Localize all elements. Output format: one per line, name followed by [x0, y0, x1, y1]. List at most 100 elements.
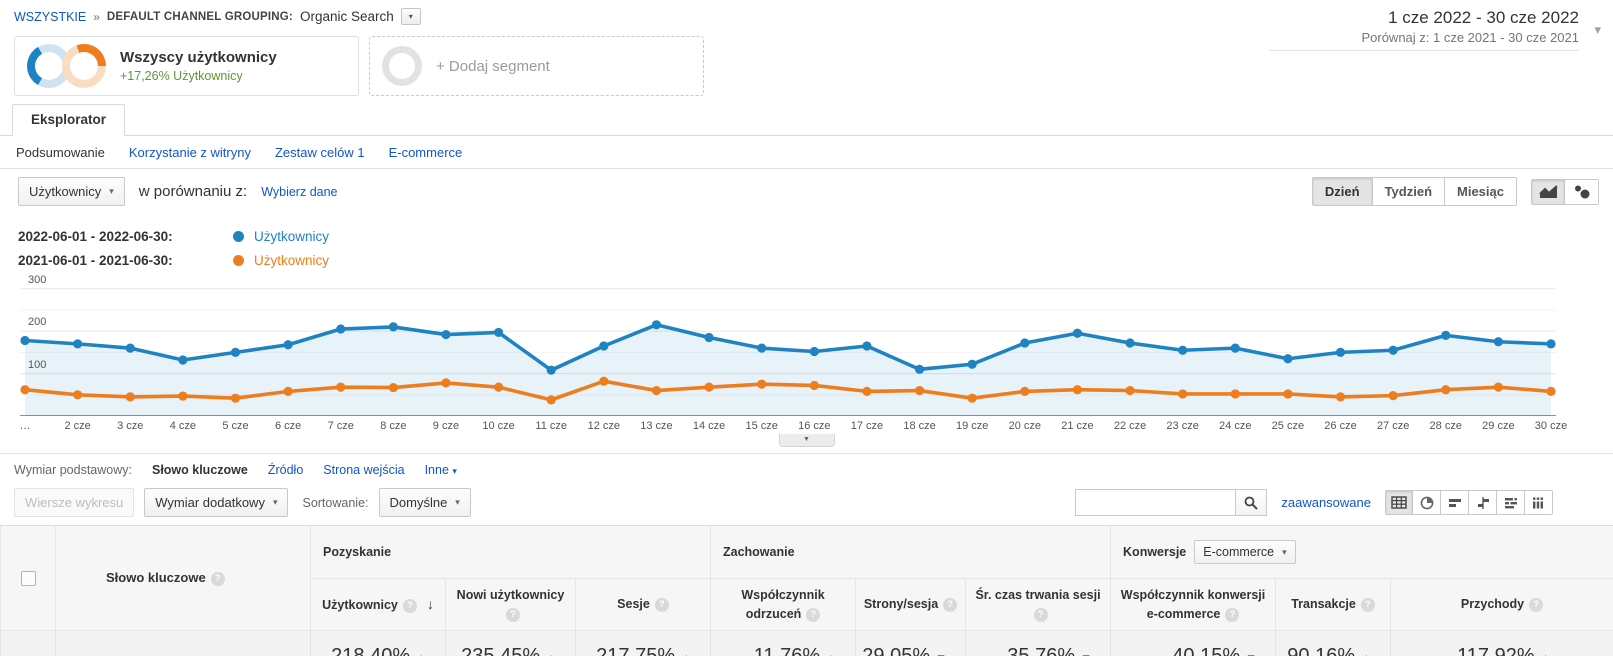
data-point[interactable]: [1125, 385, 1135, 396]
term-cloud-view-button[interactable]: [1497, 490, 1525, 515]
col-header-nowi-uzytkownicy[interactable]: Nowi użytkownicy?: [445, 578, 576, 631]
date-range-caret-icon[interactable]: ▾: [1594, 22, 1601, 37]
percentage-view-button[interactable]: [1413, 490, 1441, 515]
date-range-selector[interactable]: 1 cze 2022 - 30 cze 2022 Porównaj z: 1 c…: [1269, 8, 1579, 51]
line-chart-view-button[interactable]: [1531, 178, 1565, 205]
help-icon[interactable]: ?: [506, 607, 520, 622]
select-data-link[interactable]: Wybierz dane: [261, 184, 338, 199]
data-point[interactable]: [546, 365, 556, 375]
help-icon[interactable]: ?: [943, 598, 958, 613]
secondary-dimension-dropdown[interactable]: Wymiar dodatkowy ▾: [144, 488, 289, 517]
dimension-inne-dropdown[interactable]: Inne ▾: [425, 463, 457, 477]
subtab-zestaw-celow[interactable]: Zestaw celów 1: [274, 144, 365, 160]
col-header-wspolczynnik-konwersji[interactable]: Współczynnik konwersji e-commerce?: [1110, 578, 1277, 631]
data-point[interactable]: [1230, 389, 1240, 399]
col-header-wspolczynnik-odrzucen[interactable]: Współczynnik odrzuceń?: [710, 578, 856, 631]
data-point[interactable]: [178, 355, 188, 365]
data-point[interactable]: [1230, 343, 1240, 353]
data-point[interactable]: [493, 382, 504, 392]
help-icon[interactable]: ?: [210, 572, 225, 586]
select-all-checkbox[interactable]: [20, 570, 36, 586]
help-icon[interactable]: ?: [1360, 598, 1375, 613]
data-point[interactable]: [967, 393, 977, 403]
comparison-view-button[interactable]: [1469, 490, 1497, 515]
dimension-zrodlo[interactable]: Źródło: [267, 463, 304, 477]
metric-selector-dropdown[interactable]: Użytkownicy ▾: [18, 177, 125, 206]
data-point[interactable]: [1388, 391, 1398, 401]
data-point[interactable]: [125, 343, 135, 353]
granularity-week-button[interactable]: Tydzień: [1372, 177, 1446, 206]
col-header-sesje[interactable]: Sesje?: [575, 578, 711, 631]
data-point[interactable]: [388, 382, 398, 393]
granularity-day-button[interactable]: Dzień: [1311, 177, 1373, 206]
data-point[interactable]: [20, 335, 30, 346]
data-point[interactable]: [1493, 337, 1503, 347]
data-point[interactable]: [20, 385, 30, 395]
chart-collapse-button[interactable]: ▼: [778, 434, 835, 447]
data-point[interactable]: [1020, 386, 1030, 396]
dimension-slowo-kluczowe[interactable]: Słowo kluczowe: [151, 463, 248, 477]
data-point[interactable]: [1546, 339, 1556, 349]
data-point[interactable]: [493, 327, 504, 338]
pivot-view-button[interactable]: [1525, 490, 1553, 515]
data-point[interactable]: [862, 386, 872, 396]
data-point[interactable]: [73, 390, 83, 400]
help-icon[interactable]: ?: [1225, 607, 1240, 622]
col-header-uzytkownicy[interactable]: Użytkownicy? ↓: [310, 578, 446, 631]
data-point[interactable]: [704, 382, 714, 392]
breadcrumb-dropdown-button[interactable]: ▾: [400, 8, 421, 25]
data-point[interactable]: [1178, 345, 1188, 355]
data-point[interactable]: [1125, 338, 1135, 348]
data-point[interactable]: [1441, 330, 1451, 340]
data-point[interactable]: [336, 382, 346, 392]
data-point[interactable]: [336, 324, 346, 334]
motion-chart-view-button[interactable]: [1565, 178, 1599, 205]
data-point[interactable]: [704, 332, 714, 343]
col-header-sr-czas[interactable]: Śr. czas trwania sesji?: [964, 578, 1112, 631]
data-point[interactable]: [1335, 392, 1346, 402]
conversion-type-dropdown[interactable]: E-commerce ▾: [1194, 540, 1296, 564]
subtab-korzystanie[interactable]: Korzystanie z witryny: [128, 144, 251, 160]
data-point[interactable]: [388, 322, 398, 332]
breadcrumb-all-link[interactable]: WSZYSTKIE: [14, 9, 87, 24]
help-icon[interactable]: ?: [402, 599, 417, 613]
data-point[interactable]: [757, 343, 767, 353]
advanced-filter-link[interactable]: zaawansowane: [1281, 495, 1371, 510]
data-point[interactable]: [967, 359, 977, 369]
help-icon[interactable]: ?: [1529, 598, 1544, 613]
data-point[interactable]: [1072, 385, 1083, 395]
data-point[interactable]: [1493, 382, 1503, 392]
data-point[interactable]: [599, 376, 609, 386]
add-segment-card[interactable]: + Dodaj segment: [369, 36, 704, 96]
data-point[interactable]: [651, 385, 662, 396]
data-point[interactable]: [441, 378, 451, 388]
chart-rows-button[interactable]: Wiersze wykresu: [14, 488, 135, 517]
data-point[interactable]: [651, 320, 662, 330]
data-point[interactable]: [914, 385, 925, 396]
table-view-button[interactable]: [1385, 490, 1413, 515]
data-point[interactable]: [1072, 328, 1083, 338]
data-point[interactable]: [230, 347, 241, 357]
data-point[interactable]: [1020, 338, 1030, 348]
subtab-ecommerce[interactable]: E-commerce: [388, 144, 463, 160]
sort-type-dropdown[interactable]: Domyślne ▾: [378, 488, 471, 517]
data-point[interactable]: [809, 346, 819, 357]
data-point[interactable]: [1388, 345, 1398, 355]
data-point[interactable]: [599, 341, 609, 351]
search-button[interactable]: [1235, 489, 1268, 516]
data-point[interactable]: [1178, 389, 1188, 399]
performance-view-button[interactable]: [1441, 490, 1469, 515]
help-icon[interactable]: ?: [806, 607, 821, 622]
data-point[interactable]: [862, 341, 872, 351]
data-point[interactable]: [230, 393, 241, 403]
help-icon[interactable]: ?: [1033, 607, 1048, 622]
data-point[interactable]: [1335, 347, 1346, 357]
tab-eksplorator[interactable]: Eksplorator: [12, 104, 126, 136]
data-point[interactable]: [914, 364, 925, 374]
help-icon[interactable]: ?: [654, 598, 669, 613]
data-point[interactable]: [809, 380, 819, 391]
segment-card-all-users[interactable]: Wszyscy użytkownicy +17,26% Użytkownicy: [14, 36, 359, 96]
granularity-month-button[interactable]: Miesiąc: [1445, 177, 1517, 206]
data-point[interactable]: [178, 391, 188, 401]
data-point[interactable]: [1441, 385, 1451, 395]
